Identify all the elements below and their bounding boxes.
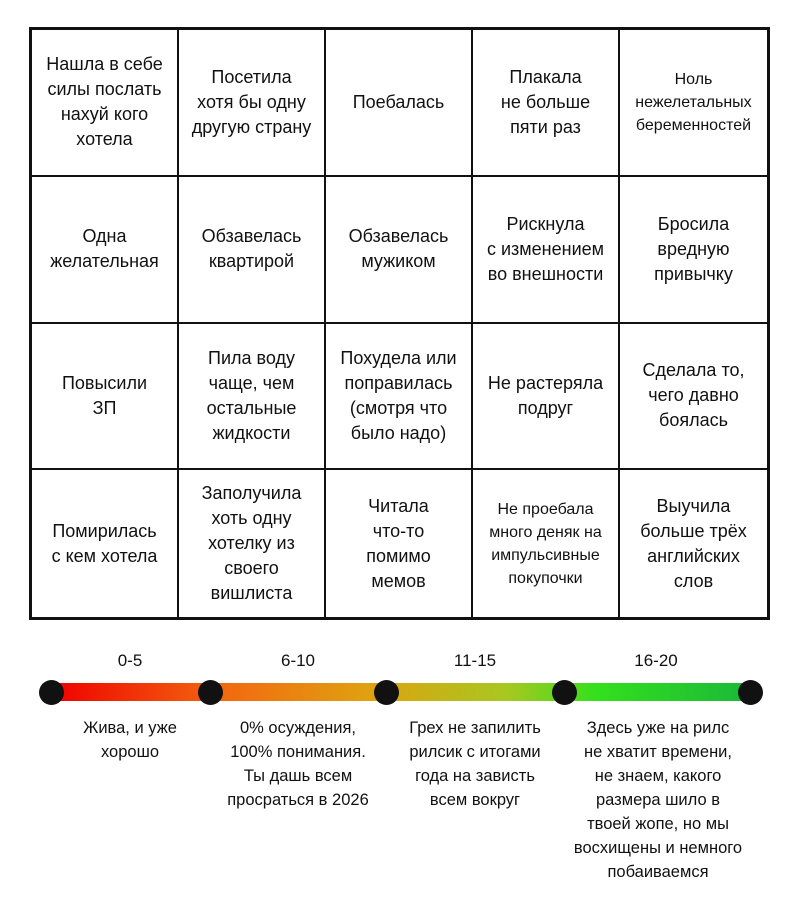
bingo-cell: Читала что-то помимо мемов: [326, 470, 473, 617]
scale-range-label: 6-10: [280, 651, 316, 670]
bingo-cell: Посетила хотя бы одну другую страну: [179, 30, 326, 177]
bingo-cell: Бросила вредную привычку: [620, 177, 767, 324]
bingo-cell: Повысили ЗП: [32, 323, 179, 471]
scale-marker: [737, 680, 763, 705]
scale-marker: [38, 680, 64, 705]
bingo-cell: Обзавелась мужиком: [326, 176, 473, 324]
bingo-cell: Поебалась: [326, 30, 473, 177]
scale-marker: [373, 680, 399, 705]
bingo-cell: Заполучила хоть одну хотелку из своего в…: [179, 470, 326, 617]
scale-description: Здесь уже на рилс не хватит времени, не …: [573, 719, 743, 881]
bingo-cell: Помирилась с кем хотела: [32, 470, 179, 617]
bingo-cell: Похудела или поправилась (смотря что был…: [326, 323, 473, 471]
bingo-cell: Одна желательная: [32, 176, 179, 324]
bingo-cell: Сделала то, чего давно боялась: [620, 324, 767, 471]
bingo-cell: Пила воду чаще, чем остальные жидкости: [179, 323, 326, 471]
bingo-cell: Не проебала много деняк на импульсивные …: [473, 470, 620, 617]
bingo-cell: Плакала не больше пяти раз: [473, 30, 620, 177]
scale-description: Грех не запилить рилсик с итогами года н…: [409, 719, 541, 809]
scale-marker: [551, 680, 577, 705]
scale-range-label: 0-5: [117, 651, 143, 670]
scale-range-label: 11-15: [453, 651, 497, 670]
scale-range-label: 16-20: [634, 651, 678, 670]
bingo-cell: Выучила больше трёх английских слов: [640, 495, 747, 591]
bingo-cell: Нашла в себе силы послать нахуй кого хот…: [32, 30, 179, 177]
score-gradient-bar: [51, 683, 751, 701]
bingo-cell: Обзавелась квартирой: [179, 176, 326, 324]
scale-description: Жива, и уже хорошо: [83, 719, 177, 761]
bingo-cell: Ноль нежелетальных беременностей: [620, 30, 767, 177]
scale-marker: [197, 680, 223, 705]
bingo-cell: Рискнула с изменением во внешности: [473, 176, 620, 324]
scale-description: 0% осуждения, 100% понимания. Ты дашь вс…: [227, 719, 369, 809]
bingo-grid: Нашла в себе силы послать нахуй кого хот…: [29, 27, 770, 620]
bingo-cell: Не растеряла подруг: [473, 323, 620, 471]
